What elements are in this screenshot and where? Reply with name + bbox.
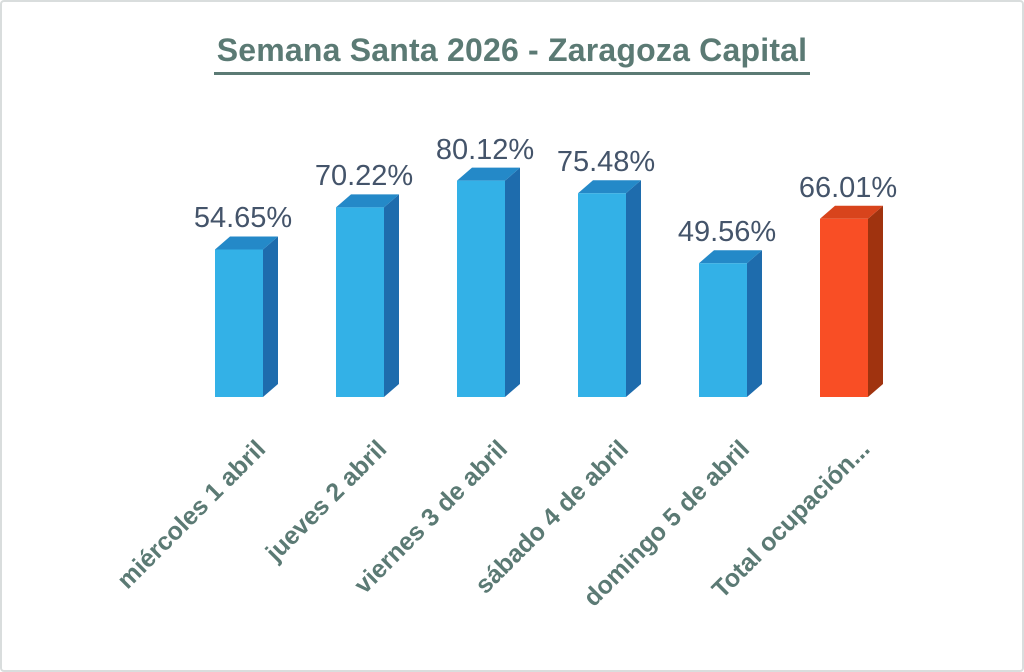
bar-0-side-face [263,236,278,397]
data-label-2: 80.12% [435,134,535,166]
bar-0-top-face [215,236,278,250]
bar-2-front-face [457,180,505,397]
chart-title: Semana Santa 2026 - Zaragoza Capital [2,32,1022,75]
bar-5-side-face [868,205,883,397]
bar-0-front-face [215,249,263,397]
bar-4-top-face [699,250,762,264]
bar-1-front-face [336,207,384,397]
bar-4-front-face [699,263,747,397]
bar-5-top-face [820,205,883,219]
bar-3-side-face [626,180,641,397]
data-label-1: 70.22% [314,160,414,192]
bar-0 [215,236,278,397]
data-label-3: 75.48% [556,146,656,178]
data-label-4: 49.56% [677,216,777,248]
data-label-5: 66.01% [798,172,898,204]
bar-1 [336,194,399,397]
bar-4-side-face [747,250,762,397]
bar-4 [699,250,762,397]
bar-1-top-face [336,194,399,208]
data-label-0: 54.65% [193,202,293,234]
bar-2-side-face [505,167,520,397]
bar-3-front-face [578,193,626,397]
chart-title-text: Semana Santa 2026 - Zaragoza Capital [213,32,811,75]
bar-3 [578,180,641,397]
bar-1-side-face [384,194,399,397]
bar-2-top-face [457,167,520,181]
bar-3-top-face [578,180,641,194]
bar-5-front-face [820,218,868,397]
bar-5 [820,205,883,397]
bar-2 [457,167,520,397]
